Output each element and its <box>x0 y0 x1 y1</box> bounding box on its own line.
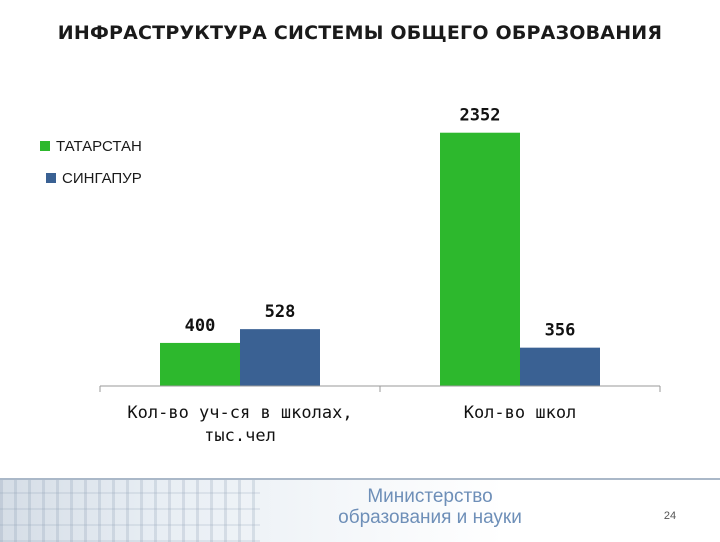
ministry-line-1: Министерство <box>367 486 493 507</box>
legend-item-singapore: СИНГАПУР <box>46 168 142 188</box>
category-label: тыс.чел <box>204 426 276 446</box>
bars-group <box>160 132 600 386</box>
bar-singapore-1 <box>520 347 600 386</box>
page-title: ИНФРАСТРУКТУРА СИСТЕМЫ ОБЩЕГО ОБРАЗОВАНИ… <box>57 22 663 44</box>
ministry-line-2: образования и науки <box>338 507 522 528</box>
ministry-logo-text: Министерство образования и науки <box>300 486 560 528</box>
legend-label-singapore: СИНГАПУР <box>62 169 142 187</box>
data-labels-group: 400 528 2352 356 <box>185 106 576 341</box>
category-labels-group: Кол-во уч-ся в школах, тыс.чел Кол-во школ <box>127 403 576 446</box>
bar-chart: 400 528 2352 356 Кол-во уч-ся в школах, тыс.… <box>99 106 661 446</box>
chart-legend: ТАТАРСТАН СИНГАПУР <box>40 136 142 200</box>
data-label: 2352 <box>460 106 501 126</box>
data-label: 528 <box>265 302 296 322</box>
legend-swatch-singapore <box>46 173 56 183</box>
bar-tatarstan-1 <box>440 132 520 386</box>
page-number: 24 <box>663 510 677 522</box>
bar-singapore-0 <box>240 329 320 386</box>
data-label: 400 <box>185 316 216 336</box>
legend-item-tatarstan: ТАТАРСТАН <box>40 136 142 156</box>
data-label: 356 <box>545 321 576 341</box>
bar-tatarstan-0 <box>160 342 240 386</box>
category-label: Кол-во школ <box>464 403 577 423</box>
x-axis <box>99 385 661 392</box>
legend-swatch-tatarstan <box>40 141 50 151</box>
legend-label-tatarstan: ТАТАРСТАН <box>56 137 142 155</box>
building-image <box>0 480 260 542</box>
category-label: Кол-во уч-ся в школах, <box>127 403 352 423</box>
footer-banner: Министерство образования и науки 24 <box>0 478 720 542</box>
